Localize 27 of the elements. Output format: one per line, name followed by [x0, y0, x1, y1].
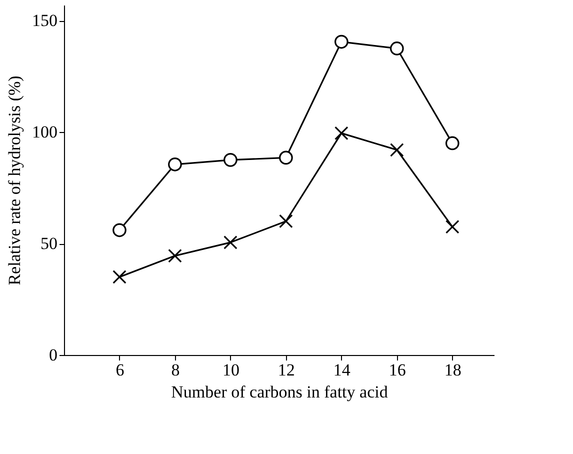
x-tick-label: 8 [171, 360, 180, 380]
x-tick-label: 14 [333, 360, 351, 380]
y-tick-label: 50 [40, 234, 58, 254]
point [279, 214, 293, 228]
y-tick-label: 150 [32, 11, 58, 30]
point [279, 150, 293, 165]
x-tick-label: 18 [444, 360, 462, 380]
x-axis-title: Number of carbons in fatty acid [171, 382, 388, 402]
x-tick-label: 6 [116, 360, 124, 380]
point [334, 34, 348, 49]
point [112, 223, 126, 238]
point [224, 235, 238, 250]
y-axis-title: Relative rate of hydrolysis (%) [5, 76, 24, 286]
point [390, 42, 404, 56]
x-tick-label: 10 [222, 360, 240, 380]
point [390, 142, 404, 157]
point [224, 153, 238, 167]
point [168, 248, 182, 263]
point [445, 220, 460, 234]
point [168, 157, 182, 172]
x-tick-label: 12 [278, 360, 295, 380]
x-tick-label: 16 [388, 360, 406, 380]
point [112, 270, 126, 284]
point [445, 136, 460, 150]
point [334, 126, 348, 140]
y-tick-label: 100 [32, 122, 58, 142]
y-tick-label: 0 [49, 346, 58, 364]
